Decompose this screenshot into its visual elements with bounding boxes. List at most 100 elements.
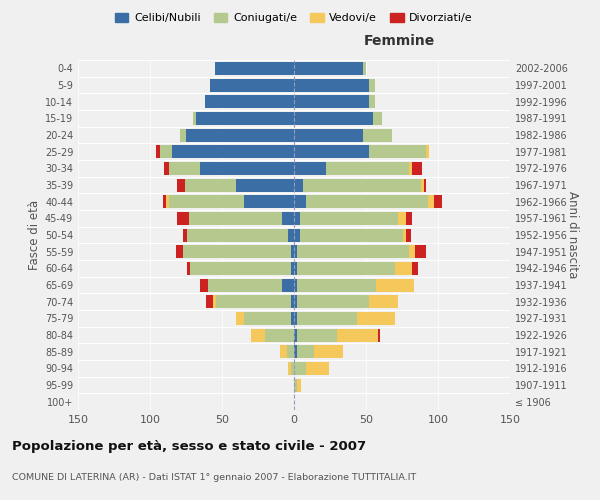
Bar [287,345,294,358]
Bar [294,362,305,375]
Y-axis label: Anni di nascita: Anni di nascita [566,192,579,278]
Bar [160,145,172,158]
Bar [297,345,314,358]
Bar [244,195,294,208]
Bar [291,312,294,325]
Bar [412,162,422,175]
Bar [291,262,294,275]
Bar [196,112,294,125]
Bar [377,328,380,342]
Bar [236,178,294,192]
Bar [200,278,208,291]
Bar [427,145,430,158]
Bar [294,345,297,358]
Bar [412,262,418,275]
Bar [294,228,300,241]
Bar [244,312,291,325]
Bar [415,245,427,258]
Bar [300,228,403,241]
Bar [208,278,283,291]
Bar [421,178,424,192]
Bar [406,228,410,241]
Bar [176,245,183,258]
Bar [358,312,395,325]
Bar [294,128,363,141]
Bar [211,78,294,92]
Bar [300,212,398,225]
Bar [178,212,189,225]
Bar [283,278,294,291]
Bar [189,212,283,225]
Bar [294,212,300,225]
Text: Popolazione per età, sesso e stato civile - 2007: Popolazione per età, sesso e stato civil… [12,440,366,453]
Y-axis label: Fasce di età: Fasce di età [28,200,41,270]
Bar [363,128,392,141]
Bar [369,78,374,92]
Legend: Celibi/Nubili, Coniugati/e, Vedovi/e, Divorziati/e: Celibi/Nubili, Coniugati/e, Vedovi/e, Di… [111,8,477,28]
Bar [166,195,169,208]
Bar [326,162,409,175]
Bar [297,378,301,392]
Bar [403,228,406,241]
Bar [363,62,366,75]
Bar [164,162,169,175]
Bar [178,178,185,192]
Bar [288,228,294,241]
Bar [169,162,200,175]
Bar [280,345,287,358]
Bar [294,295,297,308]
Bar [187,262,190,275]
Bar [215,62,294,75]
Bar [369,295,398,308]
Bar [294,262,297,275]
Bar [409,245,415,258]
Bar [187,228,288,241]
Bar [193,112,196,125]
Bar [169,195,244,208]
Bar [183,245,291,258]
Bar [428,195,434,208]
Bar [294,378,297,392]
Bar [206,295,214,308]
Bar [294,245,297,258]
Bar [297,262,395,275]
Bar [302,178,421,192]
Bar [305,195,428,208]
Bar [172,145,294,158]
Bar [216,295,291,308]
Bar [185,178,236,192]
Bar [337,328,377,342]
Bar [294,62,363,75]
Bar [369,95,374,108]
Bar [294,195,305,208]
Bar [424,178,427,192]
Bar [205,95,294,108]
Bar [297,245,409,258]
Bar [288,362,291,375]
Bar [283,212,294,225]
Bar [291,245,294,258]
Bar [369,145,427,158]
Bar [294,112,373,125]
Bar [183,228,187,241]
Bar [395,262,412,275]
Bar [186,128,294,141]
Bar [294,78,369,92]
Bar [376,278,413,291]
Bar [297,312,358,325]
Bar [200,162,294,175]
Bar [305,362,329,375]
Bar [294,162,326,175]
Bar [297,328,337,342]
Bar [314,345,343,358]
Text: Femmine: Femmine [364,34,436,48]
Bar [294,312,297,325]
Bar [265,328,294,342]
Bar [214,295,216,308]
Bar [291,362,294,375]
Bar [294,328,297,342]
Bar [434,195,442,208]
Bar [373,112,382,125]
Bar [190,262,291,275]
Bar [297,278,376,291]
